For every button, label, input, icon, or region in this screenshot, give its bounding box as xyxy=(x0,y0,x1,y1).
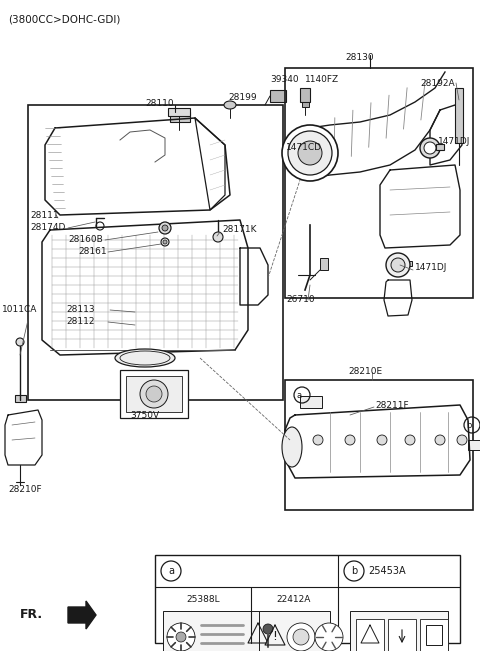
Text: 1140FZ: 1140FZ xyxy=(305,76,339,85)
Text: 28111: 28111 xyxy=(30,210,59,219)
Text: 28161: 28161 xyxy=(78,247,107,256)
Circle shape xyxy=(213,232,223,242)
Circle shape xyxy=(313,435,323,445)
Circle shape xyxy=(420,138,440,158)
Text: 28160B: 28160B xyxy=(68,236,103,245)
Circle shape xyxy=(293,629,309,645)
Circle shape xyxy=(162,225,168,231)
Circle shape xyxy=(16,338,24,346)
Bar xyxy=(270,90,286,102)
Text: FR.: FR. xyxy=(20,609,43,622)
Text: a: a xyxy=(297,391,301,400)
Text: 26710: 26710 xyxy=(286,296,314,305)
Circle shape xyxy=(167,623,195,651)
Circle shape xyxy=(263,624,273,634)
Circle shape xyxy=(391,258,405,272)
Bar xyxy=(126,376,182,412)
Text: 1471DJ: 1471DJ xyxy=(438,137,470,146)
Bar xyxy=(28,105,283,400)
Text: a: a xyxy=(168,566,174,576)
Bar xyxy=(426,625,442,645)
Bar xyxy=(170,112,190,122)
Bar xyxy=(455,88,463,143)
Bar xyxy=(285,380,473,510)
Circle shape xyxy=(424,142,436,154)
Circle shape xyxy=(345,435,355,445)
Text: 28210E: 28210E xyxy=(348,368,382,376)
Text: 28199: 28199 xyxy=(228,92,257,102)
Text: 28192A: 28192A xyxy=(420,79,455,87)
Ellipse shape xyxy=(224,101,236,109)
Circle shape xyxy=(435,435,445,445)
Circle shape xyxy=(282,125,338,181)
Polygon shape xyxy=(68,601,96,629)
Bar xyxy=(168,108,190,116)
Bar xyxy=(302,102,309,107)
Bar xyxy=(300,396,322,408)
Text: 1471CD: 1471CD xyxy=(286,143,322,152)
Text: 25453A: 25453A xyxy=(368,566,406,576)
Bar xyxy=(405,261,412,266)
Text: 28110: 28110 xyxy=(145,100,174,109)
Text: 3750V: 3750V xyxy=(130,411,159,419)
Bar xyxy=(285,68,473,298)
Circle shape xyxy=(457,435,467,445)
Bar xyxy=(155,555,460,643)
Circle shape xyxy=(176,632,186,642)
Circle shape xyxy=(159,222,171,234)
Text: b: b xyxy=(466,421,472,430)
Bar xyxy=(259,611,330,651)
Circle shape xyxy=(377,435,387,445)
Ellipse shape xyxy=(115,349,175,367)
Bar xyxy=(420,619,448,651)
Text: 28211F: 28211F xyxy=(375,400,408,409)
Bar xyxy=(120,370,188,418)
Text: 22412A: 22412A xyxy=(277,594,311,603)
Text: b: b xyxy=(351,566,357,576)
Circle shape xyxy=(386,253,410,277)
Circle shape xyxy=(315,623,343,651)
Bar xyxy=(320,258,328,270)
Circle shape xyxy=(146,386,162,402)
Text: 28174D: 28174D xyxy=(30,223,65,232)
Ellipse shape xyxy=(282,427,302,467)
Circle shape xyxy=(298,141,322,165)
Text: 39340: 39340 xyxy=(270,76,299,85)
Circle shape xyxy=(405,435,415,445)
Bar xyxy=(436,144,444,150)
Text: 28130: 28130 xyxy=(345,53,373,62)
Circle shape xyxy=(161,238,169,246)
Bar xyxy=(300,88,310,102)
Text: 25388L: 25388L xyxy=(186,594,220,603)
Circle shape xyxy=(287,623,315,651)
Bar xyxy=(468,440,480,450)
Text: 1011CA: 1011CA xyxy=(2,305,37,314)
Bar xyxy=(388,619,416,651)
Text: 28210F: 28210F xyxy=(8,486,42,495)
Circle shape xyxy=(288,131,332,175)
Text: 28113: 28113 xyxy=(66,305,95,314)
Bar xyxy=(350,611,448,651)
Circle shape xyxy=(140,380,168,408)
Text: 28112: 28112 xyxy=(66,318,95,327)
Text: (3800CC>DOHC-GDI): (3800CC>DOHC-GDI) xyxy=(8,14,120,24)
Bar xyxy=(163,611,281,651)
Text: 1471DJ: 1471DJ xyxy=(415,264,447,273)
Circle shape xyxy=(163,240,167,244)
Bar xyxy=(356,619,384,651)
Text: !: ! xyxy=(273,631,277,643)
Text: 28171K: 28171K xyxy=(222,225,256,234)
Bar xyxy=(15,395,26,402)
